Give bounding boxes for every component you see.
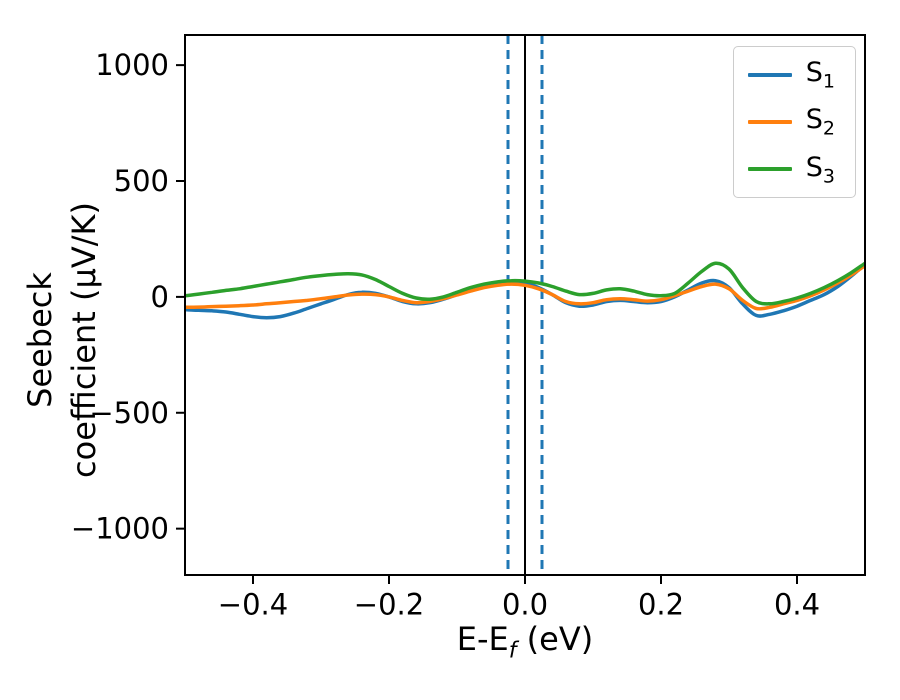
legend-swatch-s1 bbox=[747, 72, 792, 77]
y-axis-tick-label: 0 bbox=[151, 280, 169, 314]
legend-label-s2: S2 bbox=[805, 104, 835, 140]
y-axis-tick-label: −500 bbox=[89, 396, 169, 430]
legend-swatch-s2 bbox=[747, 120, 792, 125]
y-axis-label-line2: coefficient (μV/K) bbox=[65, 202, 103, 478]
legend-swatch-s3 bbox=[747, 167, 792, 172]
y-axis-label-line1: Seebeck bbox=[21, 272, 59, 408]
x-axis-tick-label: −0.2 bbox=[354, 588, 424, 622]
series-line-s2 bbox=[185, 263, 865, 311]
legend-item-s1: S1 bbox=[747, 57, 835, 93]
y-axis-tick-label: 500 bbox=[114, 164, 169, 198]
y-axis-label: Seebeck coefficient (μV/K) bbox=[18, 202, 106, 478]
y-axis-tick-label: 1000 bbox=[95, 48, 169, 82]
y-axis-tick-label: −1000 bbox=[71, 512, 169, 546]
legend-item-s3: S3 bbox=[747, 151, 835, 188]
x-axis-label-unit: (eV) bbox=[516, 620, 594, 658]
x-axis-tick-label: 0.0 bbox=[502, 588, 548, 622]
x-axis-label-subscript: f bbox=[508, 638, 517, 664]
x-axis-tick-label: 0.2 bbox=[638, 588, 684, 622]
x-axis-tick-label: 0.4 bbox=[774, 588, 820, 622]
legend-item-s2: S2 bbox=[747, 104, 835, 140]
x-axis-label: E-Ef (eV) bbox=[185, 620, 865, 663]
x-axis-label-main: E-E bbox=[456, 620, 509, 658]
series-line-s3 bbox=[185, 261, 865, 306]
legend-label-s1: S1 bbox=[805, 57, 835, 93]
series-line-s1 bbox=[185, 262, 865, 320]
legend: S1 S2 S3 bbox=[732, 46, 856, 199]
legend-label-s3: S3 bbox=[805, 151, 835, 188]
x-axis-tick-label: −0.4 bbox=[218, 588, 288, 622]
